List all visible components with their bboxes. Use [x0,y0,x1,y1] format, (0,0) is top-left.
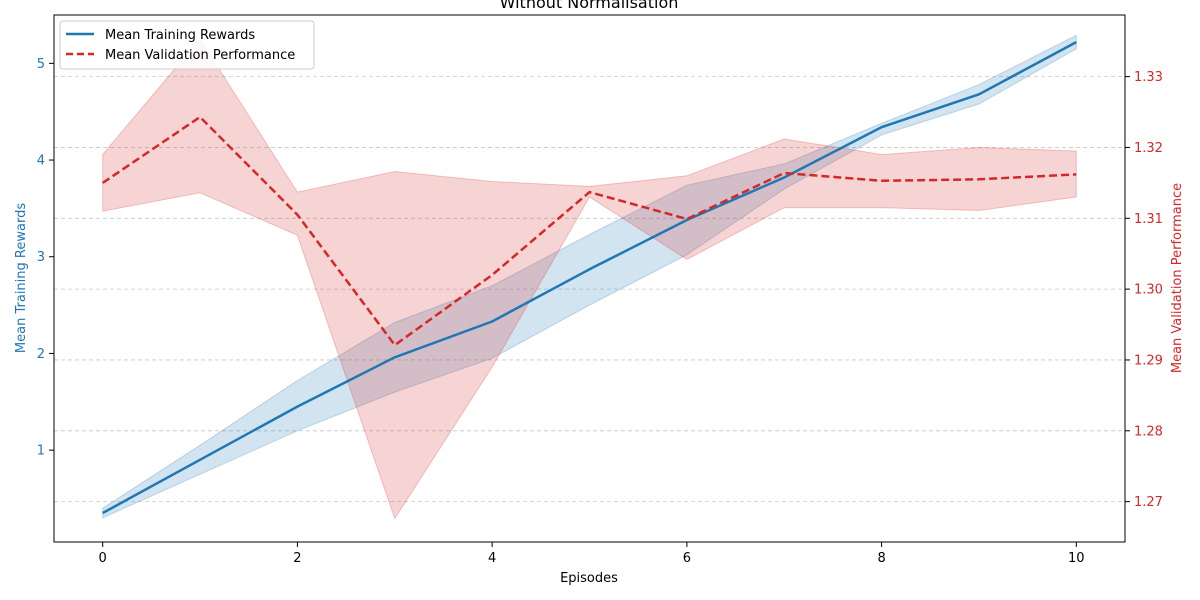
y-left-tick-label: 3 [37,250,45,265]
y-left-tick-label: 2 [37,347,45,362]
y-right-axis-ticks: 1.27 1.28 1.29 1.30 1.31 1.32 1.33 [1125,70,1163,510]
y-right-tick-label: 1.29 [1134,353,1163,368]
legend-training-label: Mean Training Rewards [105,28,255,43]
x-tick-label: 0 [99,551,107,566]
plot-frame [53,14,1126,543]
chart-title: Without Normalisation [500,0,679,12]
grid-layer [54,76,1125,503]
y-right-tick-label: 1.32 [1134,141,1163,156]
x-tick-label: 6 [683,551,691,566]
confidence-bands [102,34,1077,520]
legend: Mean Training Rewards Mean Validation Pe… [59,20,315,70]
y-right-tick-label: 1.27 [1134,495,1163,510]
y-right-tick-label: 1.33 [1134,70,1163,85]
y-left-tick-label: 1 [37,444,45,459]
y-left-axis-label: Mean Training Rewards [14,203,29,353]
x-tick-label: 8 [877,551,885,566]
y-right-tick-label: 1.28 [1134,424,1163,439]
series-lines [101,40,1077,515]
x-axis-ticks: 0 2 4 6 8 10 [99,542,1085,566]
x-tick-label: 2 [293,551,301,566]
y-right-tick-label: 1.31 [1134,212,1163,227]
y-left-tick-label: 5 [37,57,45,72]
training-band [102,34,1077,519]
x-tick-label: 10 [1068,551,1085,566]
validation-band [102,38,1077,520]
legend-box [59,20,315,70]
y-right-axis-label: Mean Validation Performance [1170,183,1185,373]
y-right-tick-label: 1.30 [1134,283,1163,298]
legend-validation-label: Mean Validation Performance [105,48,295,63]
y-left-axis-ticks: 1 2 3 4 5 [37,57,54,459]
validation-line [101,115,1077,347]
y-left-tick-label: 4 [37,154,45,169]
x-tick-label: 4 [488,551,496,566]
x-axis-label: Episodes [560,571,618,586]
training-line [102,40,1077,515]
